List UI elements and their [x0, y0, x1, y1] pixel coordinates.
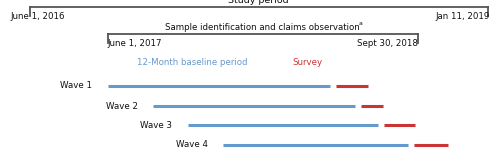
Text: a: a [359, 21, 363, 26]
Text: Sample identification and claims observation: Sample identification and claims observa… [165, 23, 360, 32]
Text: Survey: Survey [292, 58, 322, 67]
Text: 12-Month baseline period: 12-Month baseline period [137, 58, 248, 67]
Text: June 1, 2016: June 1, 2016 [10, 12, 64, 21]
Text: Study period: Study period [228, 0, 289, 5]
Text: Wave 2: Wave 2 [106, 102, 138, 111]
Text: Jan 11, 2019: Jan 11, 2019 [436, 12, 490, 21]
Text: Wave 4: Wave 4 [176, 140, 208, 149]
Text: Wave 3: Wave 3 [140, 121, 172, 130]
Text: Wave 1: Wave 1 [60, 81, 92, 90]
Text: Sept 30, 2018: Sept 30, 2018 [356, 39, 418, 48]
Text: June 1, 2017: June 1, 2017 [108, 39, 162, 48]
